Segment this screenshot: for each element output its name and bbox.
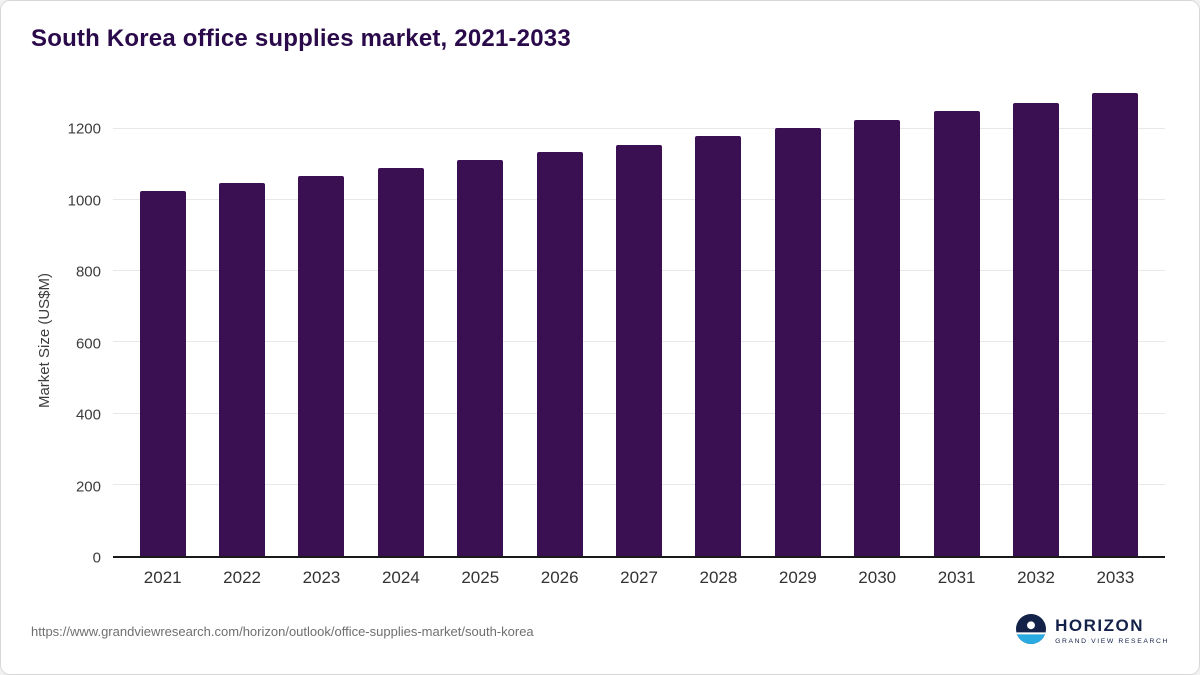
y-tick-label: 1200 [67, 120, 101, 138]
bar-2031[interactable] [933, 111, 980, 556]
bar-2029[interactable] [774, 128, 821, 556]
bar-slot [1076, 79, 1155, 556]
y-axis-ticks: 0 200 400 600 800 1000 1200 [61, 79, 113, 567]
x-tick-label: 2030 [858, 568, 897, 587]
x-tick-label: 2023 [302, 568, 341, 587]
bar-2024[interactable] [377, 168, 424, 556]
x-tick-label: 2029 [778, 568, 817, 587]
bar-slot [679, 79, 758, 556]
x-axis-spacer [61, 558, 113, 602]
x-tick-label: 2033 [1096, 568, 1135, 587]
chart-main: 0 200 400 600 800 1000 1200 2021 2022 2023 2024 20… [61, 79, 1165, 602]
bar-2032[interactable] [1012, 102, 1059, 556]
bars-layer [113, 79, 1165, 556]
y-tick-label: 200 [75, 478, 101, 496]
x-tick-label: 2032 [1017, 568, 1055, 587]
y-tick-label: 800 [75, 263, 101, 281]
bar-slot [282, 79, 361, 556]
x-tick-label: 2031 [937, 568, 976, 587]
y-tick-label: 400 [75, 406, 101, 424]
bar-2021[interactable] [139, 191, 186, 556]
bar-slot [441, 79, 520, 556]
logo-name: HORIZON [1055, 615, 1145, 635]
bar-2022[interactable] [219, 183, 266, 556]
gridline [113, 127, 1165, 129]
bar-slot [361, 79, 440, 556]
bar-2028[interactable] [695, 136, 742, 556]
logo-tagline: GRAND VIEW RESEARCH [1055, 637, 1169, 645]
bar-2030[interactable] [854, 119, 901, 556]
plot-row: 0 200 400 600 800 1000 1200 [61, 79, 1165, 567]
y-tick-label: 0 [92, 549, 101, 567]
bar-slot [599, 79, 678, 556]
bar-slot [123, 79, 202, 556]
x-tick-label: 2022 [223, 568, 261, 587]
page-title: South Korea office supplies market, 2021… [31, 25, 571, 52]
bar-2026[interactable] [536, 152, 583, 556]
bar-slot [758, 79, 837, 556]
x-tick-label: 2027 [620, 568, 658, 587]
x-axis-row: 2021 2022 2023 2024 2025 2026 2027 2028 2029 2030… [61, 558, 1165, 602]
horizon-logo-text: HORIZON GRAND VIEW RESEARCH [1055, 615, 1169, 645]
horizon-logo-icon [1016, 613, 1047, 649]
x-tick-label: 2021 [143, 568, 182, 587]
y-tick-label: 600 [75, 335, 101, 353]
bar-2027[interactable] [616, 144, 663, 556]
footer: https://www.grandviewresearch.com/horizo… [1, 602, 1199, 674]
y-axis-title-col: Market Size (US$M) [27, 79, 61, 602]
bar-slot [838, 79, 917, 556]
title-row: South Korea office supplies market, 2021… [1, 1, 1199, 53]
chart-region: Market Size (US$M) 0 200 400 600 800 1000 1200… [1, 53, 1199, 602]
bar-2023[interactable] [298, 175, 345, 556]
plot-area [113, 79, 1165, 558]
horizon-logo: HORIZON GRAND VIEW RESEARCH [1016, 613, 1169, 649]
x-tick-label: 2024 [381, 568, 420, 587]
x-tick-label: 2028 [699, 568, 738, 587]
bar-slot [520, 79, 599, 556]
source-url: https://www.grandviewresearch.com/horizo… [31, 623, 534, 639]
y-axis-title: Market Size (US$M) [35, 272, 53, 409]
bar-slot [202, 79, 281, 556]
x-axis-labels: 2021 2022 2023 2024 2025 2026 2027 2028 2029 2030… [113, 558, 1165, 602]
bar-2025[interactable] [457, 160, 504, 556]
bar-2033[interactable] [1092, 93, 1139, 556]
bar-slot [996, 79, 1075, 556]
x-tick-label: 2025 [461, 568, 500, 587]
y-tick-label: 1000 [67, 192, 101, 210]
bar-slot [917, 79, 996, 556]
x-tick-label: 2026 [540, 568, 579, 587]
